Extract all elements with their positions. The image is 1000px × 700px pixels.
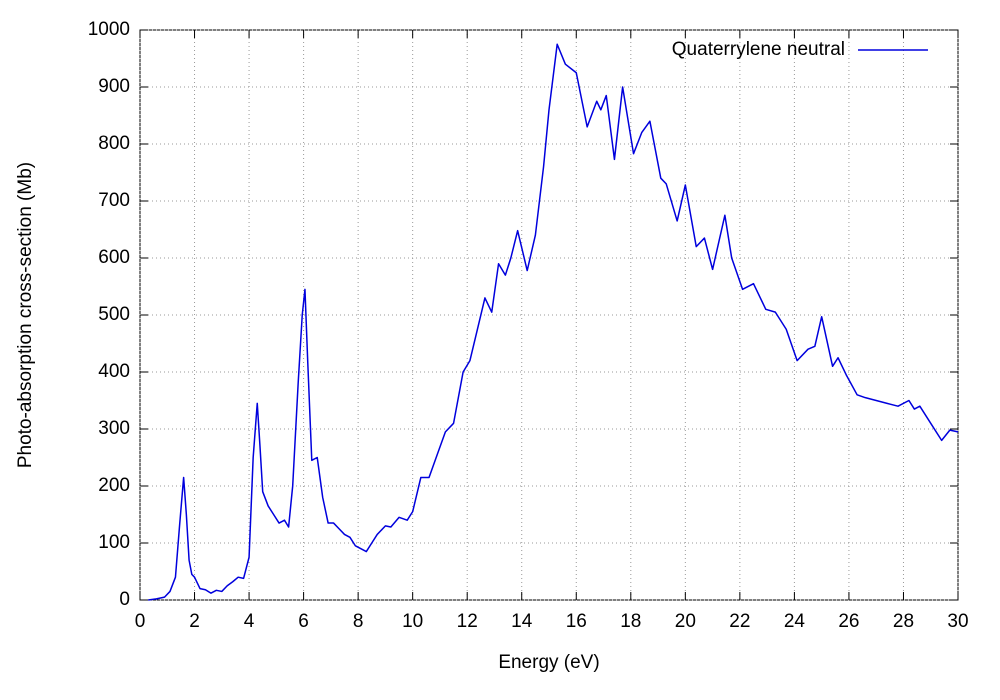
y-tick-label: 1000 [88,19,130,40]
y-tick-label: 800 [98,133,130,154]
y-tick-label: 400 [98,361,130,382]
y-tick-label: 300 [98,418,130,439]
y-tick-label: 700 [98,190,130,211]
x-tick-label: 30 [947,611,968,632]
data-line [148,43,959,601]
x-tick-label: 26 [838,611,859,632]
legend-label: Quaterrylene neutral [672,39,845,60]
y-tick-label: 600 [98,247,130,268]
x-tick-label: 18 [620,611,641,632]
x-tick-label: 14 [511,611,533,632]
y-tick-label: 200 [98,475,130,496]
y-tick-label: 100 [98,532,130,553]
x-axis-label: Energy (eV) [498,652,599,673]
x-tick-label: 16 [566,611,587,632]
x-tick-label: 22 [729,611,750,632]
y-axis-label: Photo-absorption cross-section (Mb) [15,162,36,468]
x-tick-label: 8 [353,611,364,632]
x-tick-label: 12 [457,611,478,632]
x-tick-label: 0 [135,611,146,632]
x-tick-label: 2 [189,611,200,632]
y-tick-label: 500 [98,304,130,325]
x-tick-label: 20 [675,611,696,632]
x-tick-label: 24 [784,611,806,632]
x-tick-label: 10 [402,611,423,632]
y-tick-label: 0 [119,589,130,610]
x-tick-label: 28 [893,611,914,632]
x-tick-label: 4 [244,611,255,632]
y-tick-label: 900 [98,76,130,97]
x-tick-label: 6 [298,611,309,632]
